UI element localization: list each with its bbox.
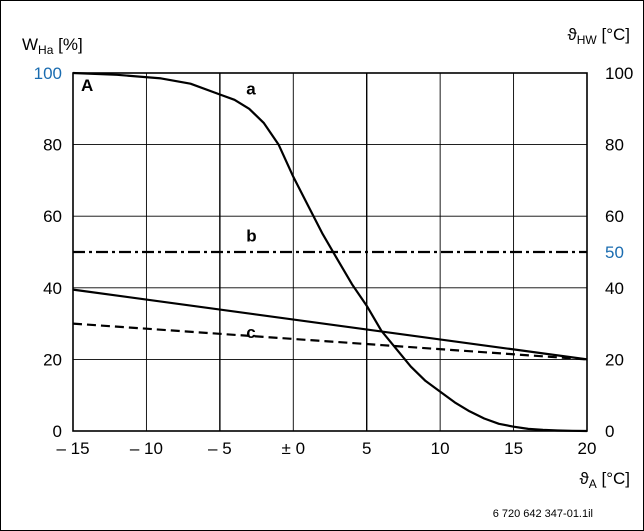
- y-tick-label-left: 0: [53, 422, 62, 441]
- series-line-c: [72, 322, 588, 361]
- annotation-A: A: [81, 76, 93, 95]
- y-tick-label-left: 40: [43, 279, 62, 298]
- y-tick-label-right: 60: [605, 207, 624, 226]
- figure-code: 6 720 642 347-01.1il: [493, 508, 593, 520]
- y-tick-label-right: 50: [605, 243, 624, 262]
- y-tick-label-left: 100: [34, 64, 62, 83]
- x-tick-label: 10: [431, 439, 450, 458]
- annotation-c: c: [246, 323, 255, 342]
- y-tick-label-left: 20: [43, 350, 62, 369]
- x-tick-label: 5: [362, 439, 371, 458]
- y-tick-label-right: 0: [605, 422, 614, 441]
- y-tick-label-left: 60: [43, 207, 62, 226]
- x-tick-label: – 15: [56, 439, 89, 458]
- series-line: [72, 288, 588, 361]
- x-tick-label: ± 0: [282, 439, 306, 458]
- y-tick-label-right: 20: [605, 350, 624, 369]
- series-line-a: [72, 71, 588, 433]
- y-tick-label-right: 80: [605, 136, 624, 155]
- y-tick-label-right: 100: [605, 64, 633, 83]
- y-axis-title-right: ϑHW [°C]: [567, 25, 630, 47]
- y-tick-label-left: 80: [43, 136, 62, 155]
- x-axis-title: ϑA [°C]: [579, 469, 630, 491]
- x-tick-label: 20: [578, 439, 597, 458]
- x-tick-label: 15: [504, 439, 523, 458]
- annotation-a: a: [246, 79, 256, 98]
- x-tick-label: – 10: [130, 439, 163, 458]
- x-tick-label: – 5: [208, 439, 232, 458]
- y-axis-title-left: WHa [%]: [22, 35, 83, 57]
- annotation-b: b: [246, 226, 256, 245]
- y-tick-label-right: 40: [605, 279, 624, 298]
